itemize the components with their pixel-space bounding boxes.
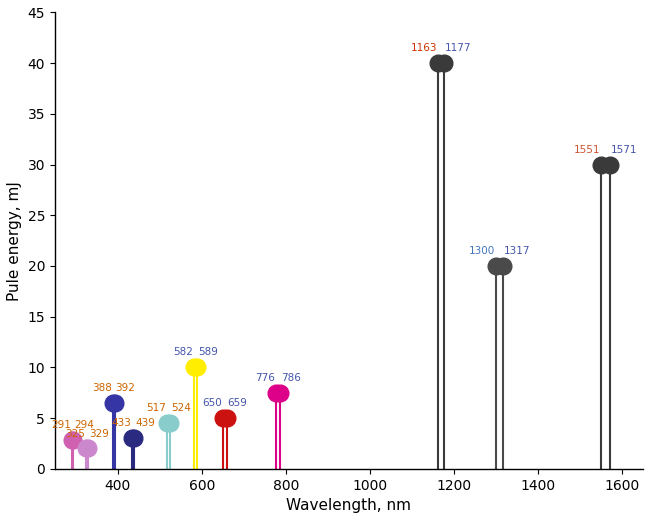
Y-axis label: Pule energy, mJ: Pule energy, mJ xyxy=(7,180,22,301)
Text: 392: 392 xyxy=(115,383,135,393)
Text: 776: 776 xyxy=(255,373,275,383)
Text: 294: 294 xyxy=(74,421,94,431)
Text: 439: 439 xyxy=(135,419,155,428)
Text: 388: 388 xyxy=(92,383,112,393)
Text: 433: 433 xyxy=(111,419,131,428)
Text: 1177: 1177 xyxy=(445,43,472,53)
Text: 1571: 1571 xyxy=(611,145,637,154)
Text: 524: 524 xyxy=(171,403,190,413)
Text: 1163: 1163 xyxy=(411,43,437,53)
Text: 1317: 1317 xyxy=(504,246,530,256)
Text: 659: 659 xyxy=(227,398,248,408)
Text: 325: 325 xyxy=(66,428,86,438)
Text: 786: 786 xyxy=(281,373,301,383)
Text: 650: 650 xyxy=(202,398,222,408)
Text: 582: 582 xyxy=(174,347,194,357)
X-axis label: Wavelength, nm: Wavelength, nm xyxy=(287,498,411,513)
Text: 517: 517 xyxy=(146,403,166,413)
Text: 1300: 1300 xyxy=(469,246,495,256)
Text: 329: 329 xyxy=(89,428,109,438)
Text: 1551: 1551 xyxy=(574,145,601,154)
Text: 291: 291 xyxy=(51,421,72,431)
Text: 589: 589 xyxy=(198,347,218,357)
